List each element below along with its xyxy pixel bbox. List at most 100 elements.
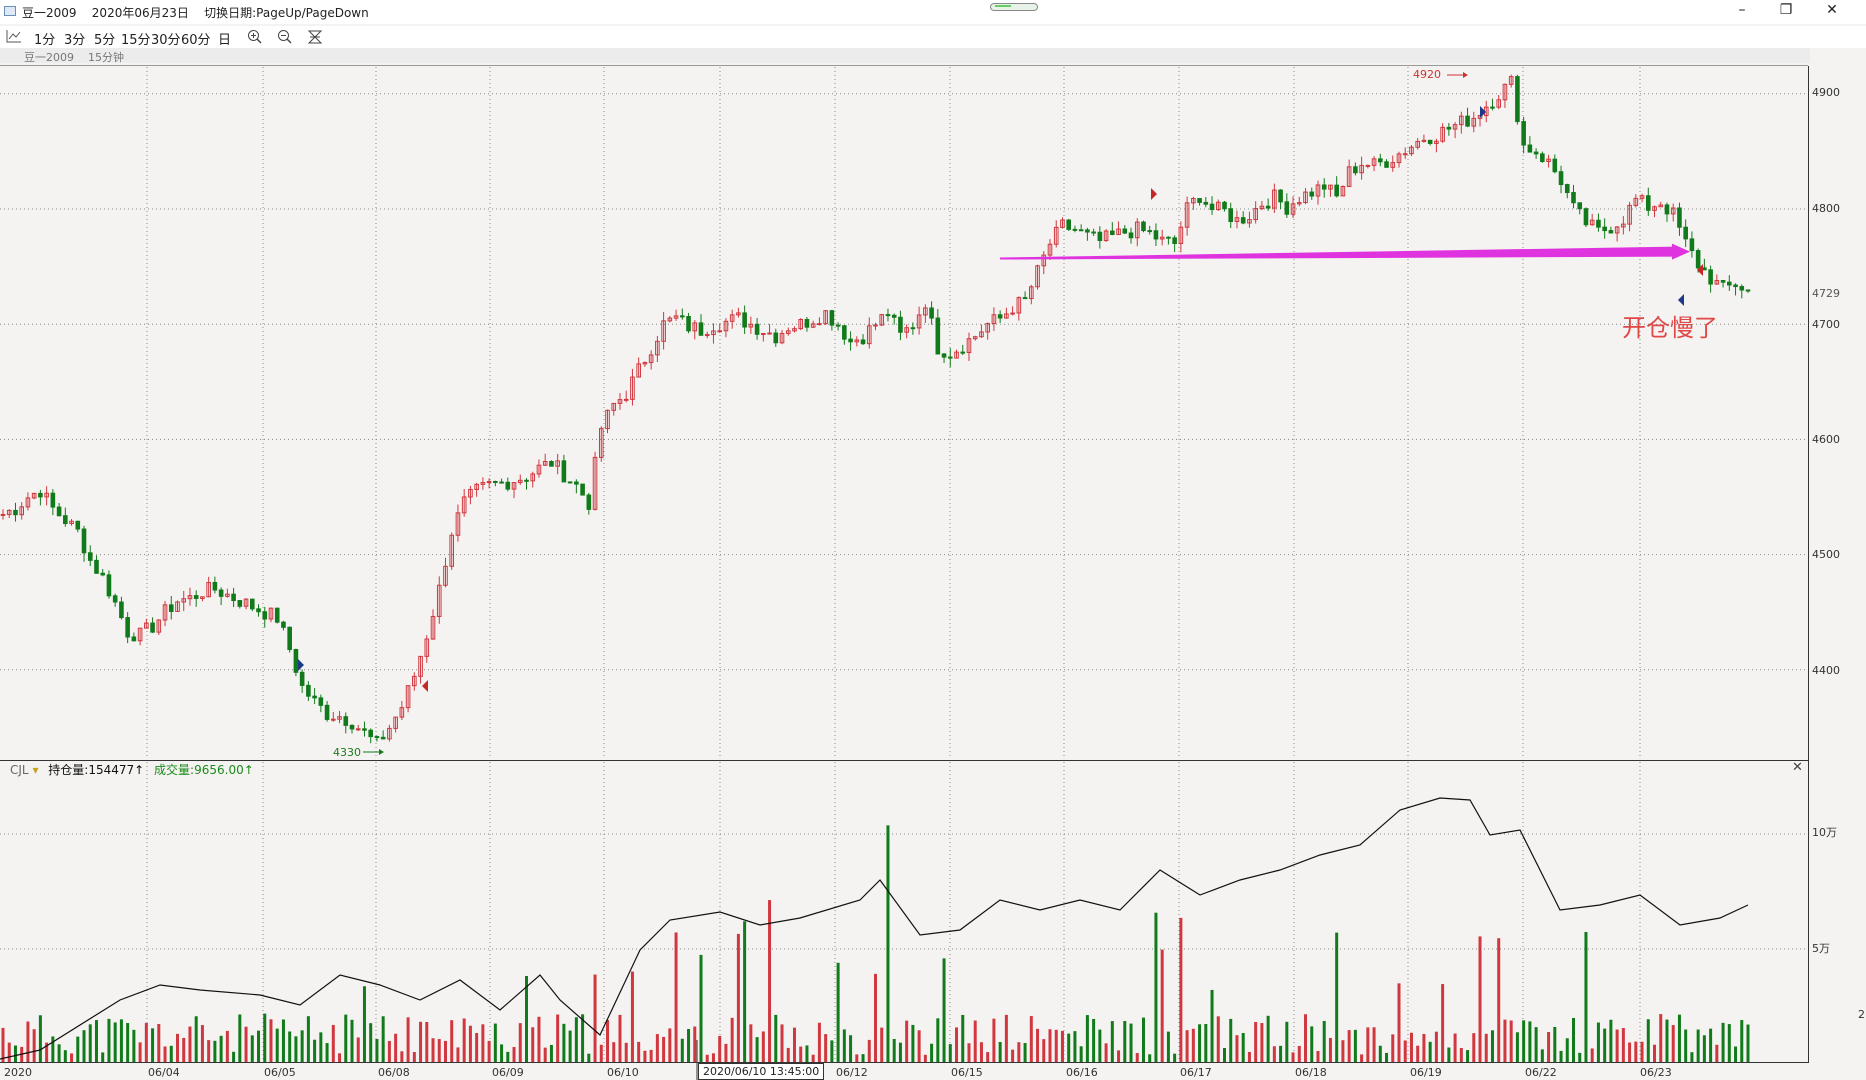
candle-body: [879, 314, 885, 326]
candle-body: [997, 314, 1003, 319]
volume-bar: [1559, 1050, 1563, 1062]
period-5m-button[interactable]: 5分: [94, 33, 116, 48]
volume-bar: [350, 1019, 354, 1062]
candle-body: [754, 323, 760, 335]
volume-bar: [257, 1030, 261, 1062]
price-tick-4900: 4900: [1812, 86, 1840, 99]
close-button[interactable]: ✕: [1826, 2, 1838, 18]
candle-body: [761, 333, 766, 336]
app-icon: [4, 6, 16, 16]
volume-bar: [768, 900, 772, 1062]
indicator-name[interactable]: CJL: [10, 763, 29, 777]
candle-body: [474, 483, 479, 490]
close-indicator-icon[interactable]: ✕: [1792, 760, 1803, 775]
volume-bar: [107, 1018, 111, 1062]
volume-bar: [1017, 1042, 1021, 1062]
volume-bar: [1447, 1047, 1451, 1062]
volume-bar: [213, 1040, 217, 1062]
volume-bar: [1603, 1028, 1607, 1062]
candle-body: [966, 338, 972, 354]
volume-bar: [1547, 1031, 1551, 1062]
candle-body: [443, 565, 448, 586]
candle-body: [1558, 171, 1564, 186]
volume-bar: [1572, 1017, 1575, 1062]
volume-bar: [1372, 1027, 1376, 1062]
candle-body: [991, 314, 997, 325]
volume-bar: [1609, 1019, 1613, 1062]
zoom-in-icon[interactable]: [247, 29, 263, 49]
minimize-button[interactable]: –: [1738, 2, 1746, 18]
candle-body: [586, 494, 592, 510]
candle-body: [785, 330, 791, 334]
candle-body: [1110, 230, 1115, 235]
signal-marker: [1697, 264, 1703, 276]
volume-bar: [1690, 1052, 1694, 1062]
volume-bar: [188, 1026, 192, 1062]
candle-body: [1191, 198, 1196, 204]
period-3m-button[interactable]: 3分: [64, 33, 86, 48]
volume-bar: [1596, 1022, 1600, 1062]
volume-bar: [369, 1023, 373, 1062]
candle-body: [1727, 281, 1732, 286]
candle-body: [144, 622, 149, 629]
volume-bar: [1671, 1025, 1675, 1062]
volume-bar: [101, 1052, 105, 1062]
line-chart-icon[interactable]: [6, 29, 22, 47]
volume-bar: [668, 1028, 672, 1062]
candle-body: [206, 581, 211, 598]
volume-bar: [1023, 1043, 1027, 1062]
candle-body: [1359, 164, 1364, 174]
volume-bar: [917, 1030, 921, 1062]
volume-bar: [1266, 1015, 1270, 1062]
candle-body: [218, 589, 224, 597]
volume-bar: [687, 1029, 691, 1062]
volume-bar: [867, 1039, 871, 1062]
period-30m-button[interactable]: 30分: [151, 33, 181, 48]
volume-bar: [736, 933, 740, 1062]
volume-bar: [643, 1050, 647, 1062]
volume-bar: [1503, 1019, 1507, 1062]
candle-body: [1521, 121, 1526, 146]
candle-body: [960, 351, 966, 354]
volume-bar: [281, 1019, 285, 1062]
volume-bar: [362, 986, 366, 1062]
candle-body: [947, 356, 953, 359]
volume-bar: [618, 1014, 622, 1062]
drag-grip[interactable]: [990, 3, 1038, 11]
candle-body: [1296, 202, 1302, 205]
instrument-bar: 豆一2009 15分钟: [0, 48, 1810, 64]
candle-body: [530, 473, 536, 482]
candle-body: [692, 322, 698, 332]
volume-bar: [400, 1051, 404, 1062]
period-15m-button[interactable]: 15分: [121, 33, 151, 48]
candle-body: [380, 736, 386, 740]
candle-body: [387, 727, 392, 740]
volume-bar: [593, 974, 597, 1062]
candle-body: [274, 607, 280, 623]
candle-body: [355, 728, 361, 731]
volume-bar: [849, 1035, 853, 1062]
volume-bar: [319, 1032, 323, 1062]
period-1m-button[interactable]: 1分: [34, 33, 56, 48]
zoom-out-icon[interactable]: [277, 29, 293, 49]
candle-body: [1091, 231, 1096, 234]
volume-bar: [1453, 1033, 1457, 1062]
pane-border: [0, 65, 1808, 66]
volume-bar: [724, 1043, 728, 1062]
volume-bar: [1272, 1046, 1276, 1062]
volume-bar: [1409, 1032, 1413, 1062]
volume-bar: [774, 1014, 778, 1062]
volume-bar: [880, 1027, 884, 1062]
period-day-button[interactable]: 日: [218, 33, 232, 48]
volume-bar: [144, 1022, 148, 1062]
volume-bar: [1129, 1023, 1133, 1062]
volume-bar: [1060, 1030, 1064, 1062]
reset-view-icon[interactable]: [307, 29, 323, 49]
candle-body: [1540, 153, 1545, 162]
candle-body: [1029, 286, 1034, 300]
volume-bar: [232, 1051, 236, 1062]
period-60m-button[interactable]: 60分: [181, 33, 211, 48]
restore-button[interactable]: ❐: [1779, 2, 1793, 18]
title-bar: 豆一2009 2020年06月23日 切换日期:PageUp/PageDown …: [0, 0, 1866, 24]
